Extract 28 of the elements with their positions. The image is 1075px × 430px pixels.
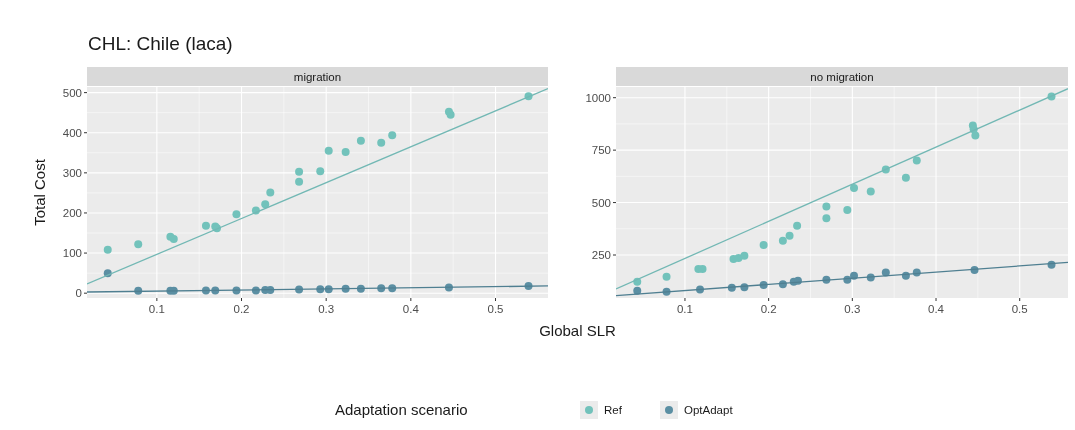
x-tick-label: 0.4 xyxy=(402,303,420,315)
x-tick-label: 0.5 xyxy=(487,303,504,315)
x-tick-label: 0.3 xyxy=(844,303,861,315)
x-tick-label: 0.4 xyxy=(928,303,945,315)
x-tick-label: 0.1 xyxy=(148,303,165,315)
legend-title: Adaptation scenario xyxy=(335,401,468,418)
y-tick-label: 0 xyxy=(75,287,82,300)
y-tick-label: 500 xyxy=(62,86,82,99)
y-tick-label: 200 xyxy=(62,206,82,219)
chart-subtitle: migration xyxy=(293,71,342,83)
y-tick-label: 250 xyxy=(591,249,611,261)
x-tick-label: 0.2 xyxy=(233,303,250,315)
x-tick-label: 0.1 xyxy=(676,303,693,315)
chart-title: CHL: Chile (laca) xyxy=(88,33,233,54)
y-tick-label: 400 xyxy=(62,126,82,139)
chart-subtitle: no migration xyxy=(810,71,874,83)
y-tick-label: 500 xyxy=(591,196,611,209)
y-tick-label: 300 xyxy=(62,166,82,179)
x-tick-label: 0.2 xyxy=(760,303,777,315)
y-axis-title: Total Cost xyxy=(31,158,48,226)
y-tick-label: 1000 xyxy=(585,91,611,104)
legend-label: OptAdapt xyxy=(684,404,734,416)
y-tick-label: 750 xyxy=(591,144,611,157)
x-axis-title: Global SLR xyxy=(539,322,617,339)
x-tick-label: 0.5 xyxy=(1011,303,1028,315)
legend-label: Ref xyxy=(604,404,623,416)
x-tick-label: 0.3 xyxy=(318,303,335,315)
y-tick-label: 100 xyxy=(62,247,82,260)
